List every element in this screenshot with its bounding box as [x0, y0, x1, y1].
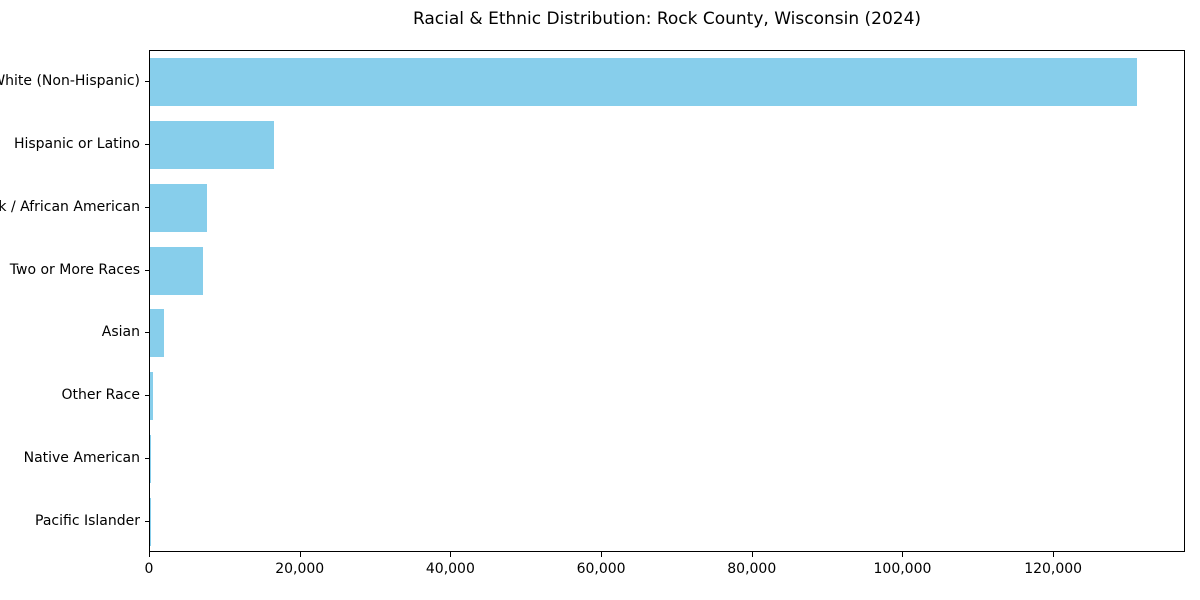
x-tick-label: 60,000 — [576, 561, 626, 577]
bar — [150, 372, 154, 421]
chart-title: Racial & Ethnic Distribution: Rock Count… — [412, 9, 922, 29]
bar — [150, 246, 203, 295]
y-tick-label: Asian — [101, 324, 140, 341]
x-tick-mark — [149, 552, 150, 557]
bar-row — [150, 302, 1184, 365]
y-tick-mark — [145, 520, 149, 522]
y-tick-label: Pacific Islander — [35, 512, 140, 529]
x-tick-label: 120,000 — [1024, 561, 1083, 577]
x-tick-mark — [902, 552, 904, 557]
bar — [150, 434, 152, 483]
y-tick-mark — [145, 206, 149, 208]
plot-area — [149, 50, 1185, 552]
bar-row — [150, 490, 1184, 553]
y-tick-label: Native American — [23, 449, 140, 466]
x-tick-mark — [299, 552, 301, 557]
y-tick-label: White (Non-Hispanic) — [0, 73, 140, 90]
bar-row — [150, 177, 1184, 240]
x-tick-label: 80,000 — [727, 561, 777, 577]
bar-row — [150, 428, 1184, 491]
bar — [150, 309, 164, 358]
y-tick-label: Two or More Races — [9, 261, 140, 278]
x-tick-mark — [450, 552, 452, 557]
y-tick-label: Other Race — [61, 387, 140, 404]
y-tick-mark — [145, 457, 149, 459]
x-tick-mark — [601, 552, 603, 557]
x-tick-label: 100,000 — [873, 561, 932, 577]
y-tick-mark — [145, 144, 149, 146]
bar — [150, 121, 275, 170]
bar — [150, 58, 1138, 107]
y-tick-mark — [145, 269, 149, 271]
bar-row — [150, 239, 1184, 302]
y-tick-label: Hispanic or Latino — [13, 136, 140, 153]
y-tick-label: Black / African American — [0, 198, 140, 215]
bar-row — [150, 365, 1184, 428]
bar-row — [150, 51, 1184, 114]
bar-row — [150, 114, 1184, 177]
x-tick-label: 20,000 — [275, 561, 325, 577]
x-tick-mark — [751, 552, 753, 557]
x-tick-mark — [1053, 552, 1055, 557]
x-tick-label: 40,000 — [425, 561, 475, 577]
bar — [150, 183, 208, 232]
y-tick-mark — [145, 395, 149, 397]
y-tick-mark — [145, 332, 149, 334]
y-tick-mark — [145, 81, 149, 83]
x-tick-label: 0 — [144, 561, 154, 577]
